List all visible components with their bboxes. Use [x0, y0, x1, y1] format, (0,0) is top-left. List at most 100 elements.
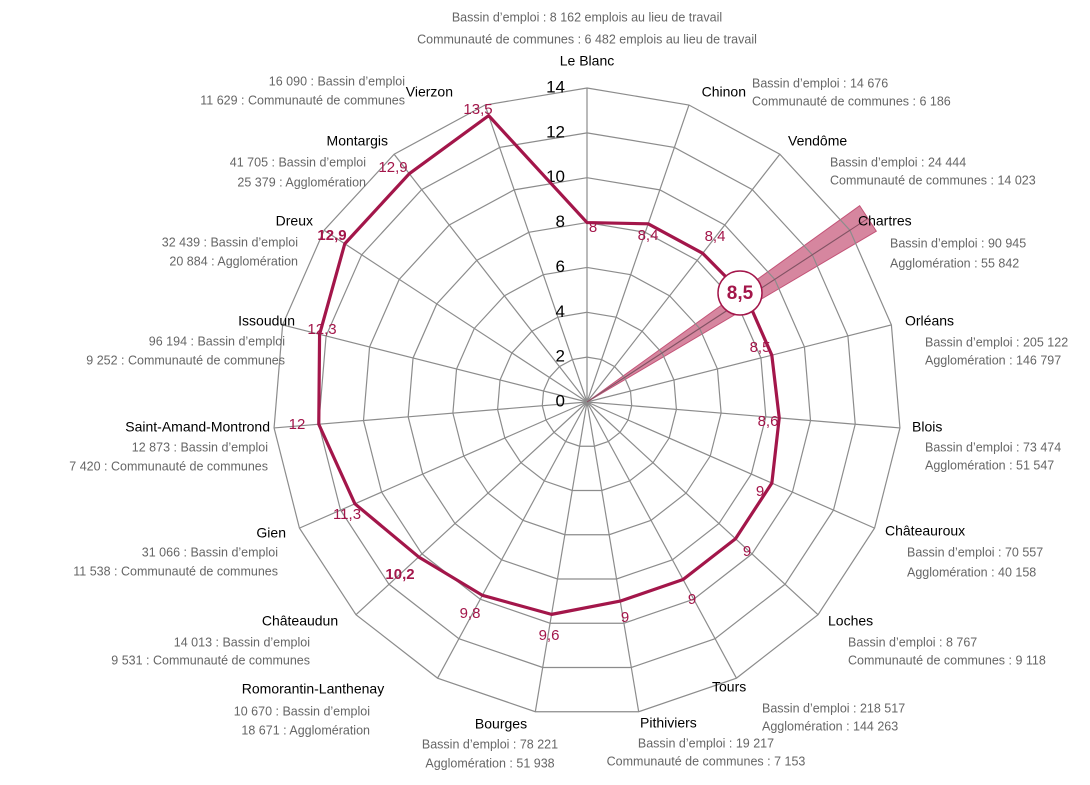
tick-label: 8: [556, 212, 565, 231]
value-label: 12: [289, 416, 306, 433]
detail-label: Bassin d’emploi : 19 217: [638, 736, 774, 750]
value-label: 8,4: [638, 227, 659, 244]
value-label: 8,5: [727, 283, 754, 304]
detail-label: 14 013 : Bassin d’emploi: [174, 635, 310, 649]
detail-label: Agglomération : 40 158: [907, 565, 1036, 579]
detail-label: 11 629 : Communauté de communes: [200, 93, 405, 107]
value-label: 8: [589, 219, 597, 236]
spoke: [355, 401, 588, 616]
spoke: [323, 229, 588, 403]
category-label: Loches: [828, 613, 873, 629]
detail-label: Agglomération : 144 263: [762, 719, 898, 733]
data-line: [317, 114, 781, 616]
tick-label: 6: [556, 257, 565, 276]
spoke: [586, 401, 819, 616]
value-label: 12,9: [378, 159, 407, 176]
category-label: Châteauroux: [885, 523, 965, 539]
spoke: [484, 104, 588, 403]
value-label: 8,6: [758, 413, 779, 430]
value-label: 12,9: [317, 227, 346, 244]
category-label: Chartres: [858, 213, 912, 229]
category-label: Vierzon: [406, 84, 453, 100]
tick-label: 4: [556, 302, 565, 321]
value-label: 8,4: [705, 228, 726, 245]
value-label: 9,6: [539, 627, 560, 644]
value-label: 8,5: [750, 339, 771, 356]
detail-label: Bassin d’emploi : 8 162 emplois au lieu …: [452, 10, 722, 24]
category-label: Tours: [712, 679, 746, 695]
tick-label: 2: [556, 347, 565, 366]
grid-ring: [362, 177, 812, 624]
detail-label: Agglomération : 146 797: [925, 353, 1061, 367]
value-label: 12,3: [307, 321, 336, 338]
category-label: Montargis: [327, 133, 388, 149]
detail-label: Communauté de communes : 14 023: [830, 173, 1036, 187]
detail-label: 32 439 : Bassin d’emploi: [162, 235, 298, 249]
value-label: 11,3: [333, 506, 361, 523]
category-label: Châteaudun: [262, 613, 338, 629]
spoke: [393, 153, 588, 403]
spoke: [586, 401, 640, 712]
tick-label: 12: [546, 122, 565, 141]
category-label: Issoudun: [238, 313, 295, 329]
grid-ring: [541, 356, 633, 447]
category-label: Orléans: [905, 313, 954, 329]
detail-label: 9 252 : Communauté de communes: [86, 353, 285, 367]
spoke: [586, 324, 892, 403]
category-label: Le Blanc: [560, 53, 614, 69]
spoke: [299, 401, 588, 529]
detail-label: 12 873 : Bassin d’emploi: [132, 440, 268, 454]
detail-label: 9 531 : Communauté de communes: [111, 653, 310, 667]
spoke: [586, 401, 737, 679]
grid-ring: [318, 132, 856, 669]
detail-label: Communauté de communes : 7 153: [607, 754, 806, 768]
value-label: 9,8: [460, 605, 481, 622]
detail-label: 10 670 : Bassin d’emploi: [234, 704, 370, 718]
detail-label: 25 379 : Agglomération: [237, 175, 366, 189]
value-label: 9: [621, 609, 629, 626]
category-label: Blois: [912, 419, 942, 435]
detail-label: Bassin d’emploi : 14 676: [752, 76, 888, 90]
detail-label: Communauté de communes : 6 482 emplois a…: [417, 32, 757, 46]
category-label: Dreux: [276, 213, 313, 229]
highlight-circle: [717, 270, 763, 316]
detail-label: Bassin d’emploi : 70 557: [907, 545, 1043, 559]
spoke: [437, 401, 588, 679]
tick-label: 0: [556, 391, 565, 410]
value-label: 9: [743, 543, 751, 560]
category-label: Vendôme: [788, 133, 847, 149]
spoke: [586, 104, 690, 403]
category-label: Pithiviers: [640, 715, 697, 731]
spoke: [586, 153, 781, 403]
detail-label: 7 420 : Communauté de communes: [69, 459, 268, 473]
detail-label: 41 705 : Bassin d’emploi: [230, 155, 366, 169]
tick-label: 14: [546, 77, 565, 96]
detail-label: Agglomération : 51 547: [925, 458, 1054, 472]
value-label: 9: [688, 591, 696, 608]
value-label: 13,5: [463, 101, 492, 118]
spoke: [534, 401, 588, 712]
detail-label: Communauté de communes : 9 118: [848, 653, 1046, 667]
detail-label: 20 884 : Agglomération: [169, 254, 298, 268]
detail-label: Agglomération : 55 842: [890, 256, 1019, 270]
grid-ring: [273, 87, 901, 713]
detail-label: Bassin d’emploi : 90 945: [890, 236, 1026, 250]
category-label: Bourges: [475, 716, 527, 732]
detail-label: 16 090 : Bassin d’emploi: [269, 74, 405, 88]
grid-ring: [452, 266, 722, 536]
category-label: Saint-Amand-Montrond: [125, 419, 270, 435]
detail-label: Bassin d’emploi : 8 767: [848, 635, 977, 649]
detail-label: Agglomération : 51 938: [425, 756, 554, 770]
category-label: Gien: [256, 525, 286, 541]
spoke: [274, 401, 588, 429]
detail-label: Communauté de communes : 6 186: [752, 94, 951, 108]
spoke: [586, 401, 900, 429]
detail-label: 96 194 : Bassin d’emploi: [149, 334, 285, 348]
detail-label: Bassin d’emploi : 218 517: [762, 701, 905, 715]
detail-label: Bassin d’emploi : 205 122: [925, 335, 1068, 349]
detail-label: 18 671 : Agglomération: [241, 723, 370, 737]
spoke: [586, 401, 875, 529]
detail-label: 31 066 : Bassin d’emploi: [142, 545, 278, 559]
value-label: 9: [756, 483, 764, 500]
